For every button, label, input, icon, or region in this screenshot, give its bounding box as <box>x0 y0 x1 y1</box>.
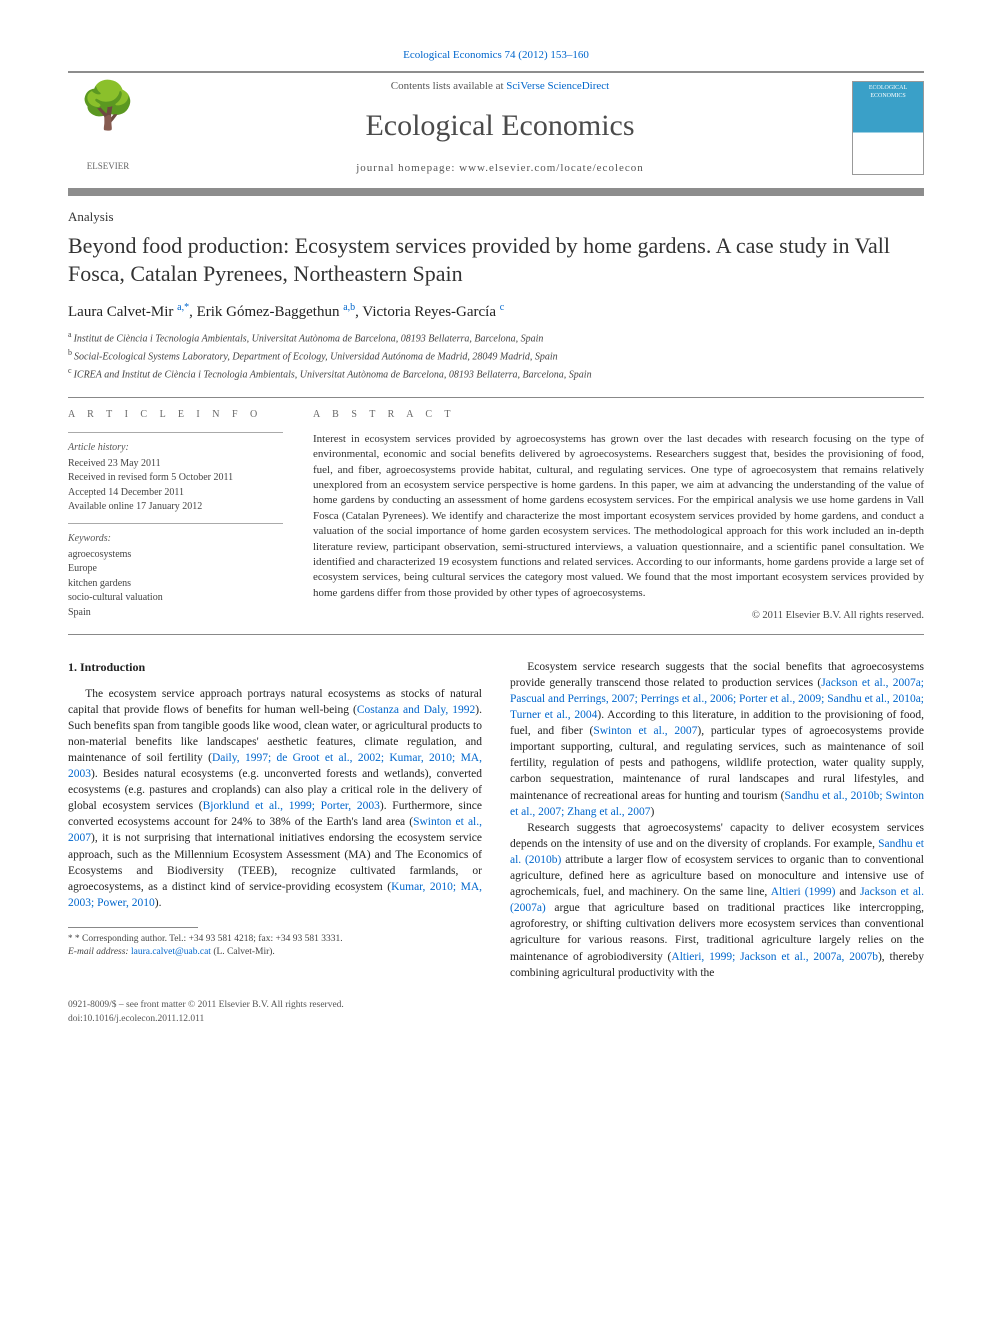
author-affiliation-mark: c <box>500 302 504 313</box>
footnote-fax-label: ; fax: <box>253 934 275 944</box>
history-line: Accepted 14 December 2011 <box>68 486 283 501</box>
top-rule <box>68 71 924 73</box>
journal-homepage: journal homepage: www.elsevier.com/locat… <box>160 161 840 176</box>
body-paragraph: Research suggests that agroecosystems' c… <box>510 820 924 981</box>
citation-link[interactable]: Altieri (1999) <box>771 886 836 898</box>
affiliation-line: a Institut de Ciència i Tecnologia Ambie… <box>68 329 924 347</box>
masthead: 🌳 ELSEVIER Contents lists available at S… <box>68 77 924 182</box>
journal-cover-thumb: ECOLOGICAL ECONOMICS <box>852 81 924 175</box>
affiliations: a Institut de Ciència i Tecnologia Ambie… <box>68 329 924 382</box>
citation-link[interactable]: Jackson et al. (2007a) <box>510 886 924 914</box>
keywords-label: Keywords: <box>68 532 283 546</box>
citation-link[interactable]: Daily, 1997; de Groot et al., 2002; Kuma… <box>68 752 482 780</box>
journal-issue-ref: Ecological Economics 74 (2012) 153–160 <box>68 48 924 63</box>
affiliation-text: Institut de Ciència i Tecnologia Ambient… <box>74 334 544 345</box>
history-line: Received 23 May 2011 <box>68 457 283 472</box>
body-paragraph: The ecosystem service approach portrays … <box>68 686 482 911</box>
keyword: kitchen gardens <box>68 577 283 592</box>
abstract-copyright: © 2011 Elsevier B.V. All rights reserved… <box>313 609 924 624</box>
elsevier-text: ELSEVIER <box>87 160 130 173</box>
info-mini-rule-2 <box>68 523 283 524</box>
thick-rule <box>68 188 924 196</box>
abstract-text: Interest in ecosystem services provided … <box>313 432 924 601</box>
citation-link[interactable]: Bjorklund et al., 1999; Porter, 2003 <box>203 800 380 812</box>
cover-thumb-label: ECOLOGICAL ECONOMICS <box>855 84 921 101</box>
elsevier-tree-icon: 🌳 <box>79 83 136 129</box>
citation-link[interactable]: Costanza and Daly, 1992 <box>357 704 475 716</box>
footnote-tel-label: * Corresponding author. Tel.: <box>75 934 189 944</box>
authors: Laura Calvet-Mir a,*, Erik Gómez-Baggeth… <box>68 301 924 323</box>
footnote-email-label: E-mail address: <box>68 947 131 957</box>
body-left-col: 1. Introduction The ecosystem service ap… <box>68 659 482 981</box>
footnote-tel: +34 93 581 4218 <box>189 934 254 944</box>
affiliation-text: ICREA and Institut de Ciència i Tecnolog… <box>74 369 592 380</box>
keyword: agroecosystems <box>68 548 283 563</box>
footer-doi: doi:10.1016/j.ecolecon.2011.12.011 <box>68 1013 924 1026</box>
author-affiliation-mark: a,b <box>343 302 355 313</box>
article-section-label: Analysis <box>68 208 924 226</box>
article-info-heading: A R T I C L E I N F O <box>68 408 283 422</box>
info-abstract-top-rule <box>68 397 924 398</box>
citation-link[interactable]: Swinton et al., 2007 <box>68 816 482 844</box>
citation-link[interactable]: Sandhu et al., 2010b; Swinton et al., 20… <box>510 790 924 818</box>
article-info: A R T I C L E I N F O Article history: R… <box>68 408 283 624</box>
keyword: socio-cultural valuation <box>68 591 283 606</box>
citation-link[interactable]: Swinton et al., 2007 <box>593 725 697 737</box>
footnote-fax: +34 93 581 3331. <box>275 934 342 944</box>
section-heading-intro: 1. Introduction <box>68 659 482 676</box>
author-name: Victoria Reyes-García <box>362 304 499 320</box>
info-mini-rule-1 <box>68 432 283 433</box>
footnote-email-post: (L. Calvet-Mir). <box>211 947 275 957</box>
keyword: Spain <box>68 606 283 621</box>
contents-line: Contents lists available at SciVerse Sci… <box>160 79 840 94</box>
sciencedirect-link[interactable]: SciVerse ScienceDirect <box>506 80 609 92</box>
keyword: Europe <box>68 562 283 577</box>
abstract: A B S T R A C T Interest in ecosystem se… <box>313 408 924 624</box>
page-footer: 0921-8009/$ – see front matter © 2011 El… <box>68 999 924 1027</box>
affiliation-line: c ICREA and Institut de Ciència i Tecnol… <box>68 365 924 383</box>
affiliation-text: Social-Ecological Systems Laboratory, De… <box>74 352 558 363</box>
journal-name: Ecological Economics <box>160 105 840 147</box>
elsevier-logo: 🌳 ELSEVIER <box>68 83 148 173</box>
footnote-rule <box>68 927 198 928</box>
article-title: Beyond food production: Ecosystem servic… <box>68 232 924 287</box>
corresponding-author-footnote: * * Corresponding author. Tel.: +34 93 5… <box>68 932 482 960</box>
footnote-star-icon: * <box>68 933 73 943</box>
corresponding-email-link[interactable]: laura.calvet@uab.cat <box>131 947 211 957</box>
abstract-heading: A B S T R A C T <box>313 408 924 422</box>
body-right-col: Ecosystem service research suggests that… <box>510 659 924 981</box>
history-line: Received in revised form 5 October 2011 <box>68 471 283 486</box>
author-name: Erik Gómez-Baggethun <box>197 304 344 320</box>
citation-link[interactable]: Jackson et al., 2007a; Pascual and Perri… <box>510 677 924 721</box>
author-affiliation-mark: a,* <box>177 302 189 313</box>
post-abstract-rule <box>68 634 924 635</box>
citation-link[interactable]: Kumar, 2010; MA, 2003; Power, 2010 <box>68 881 482 909</box>
affiliation-line: b Social-Ecological Systems Laboratory, … <box>68 347 924 365</box>
footer-copyright-line: 0921-8009/$ – see front matter © 2011 El… <box>68 999 924 1012</box>
citation-link[interactable]: Sandhu et al. (2010b) <box>510 838 924 866</box>
article-history-label: Article history: <box>68 441 283 455</box>
author-name: Laura Calvet-Mir <box>68 304 177 320</box>
body-paragraph: Ecosystem service research suggests that… <box>510 659 924 820</box>
contents-pre: Contents lists available at <box>391 80 506 92</box>
citation-link[interactable]: Altieri, 1999; Jackson et al., 2007a, 20… <box>671 951 878 963</box>
history-line: Available online 17 January 2012 <box>68 500 283 515</box>
